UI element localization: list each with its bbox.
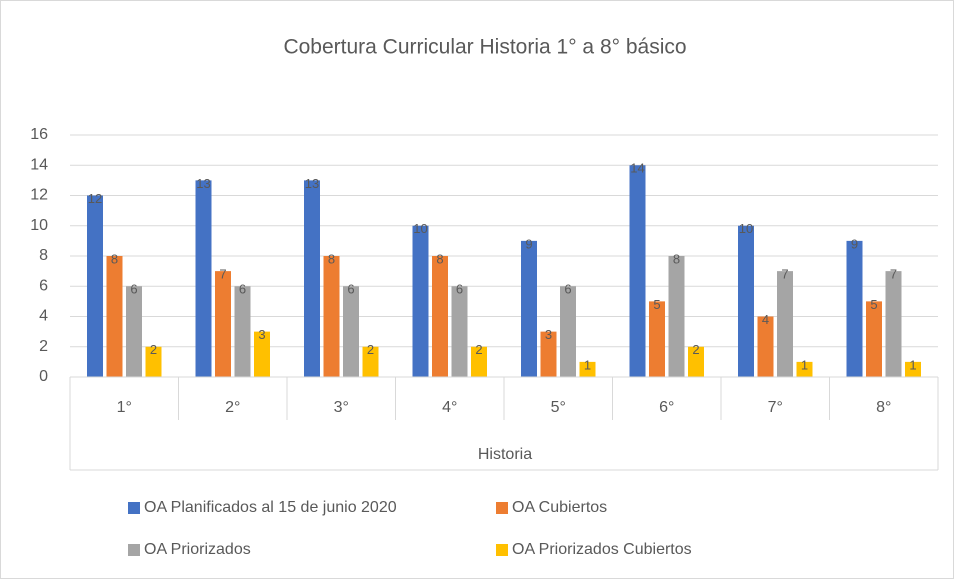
data-label: 13 (305, 176, 319, 191)
chart-title: Cobertura Curricular Historia 1° a 8° bá… (283, 36, 686, 59)
bar (412, 225, 429, 377)
data-label: 2 (367, 342, 374, 357)
data-label: 6 (456, 282, 463, 297)
bar (195, 180, 212, 377)
data-label: 7 (890, 267, 897, 282)
x-tick-label: 6° (659, 399, 674, 416)
bar (738, 225, 754, 377)
bar (106, 256, 123, 377)
x-tick-label: 1° (117, 399, 132, 416)
bar (87, 195, 103, 377)
legend-label: OA Planificados al 15 de junio 2020 (144, 499, 397, 516)
y-tick-label: 4 (39, 308, 48, 325)
bar (796, 361, 813, 377)
x-tick-label: 2° (225, 399, 240, 416)
x-tick-label: 4° (442, 399, 457, 416)
x-tick-label: 7° (768, 399, 783, 416)
data-label: 8 (436, 251, 443, 266)
bar (432, 256, 448, 377)
bar (304, 180, 320, 377)
bar (362, 346, 379, 377)
y-tick-label: 8 (39, 247, 48, 264)
data-label: 7 (219, 267, 226, 282)
bar (254, 331, 270, 377)
bar (629, 165, 646, 377)
bar (777, 271, 793, 377)
bar (145, 346, 162, 377)
data-label: 8 (111, 251, 118, 266)
legend-label: OA Cubiertos (512, 499, 607, 516)
data-label: 4 (762, 312, 769, 327)
y-tick-label: 12 (30, 187, 48, 204)
bar (540, 331, 557, 377)
data-label: 2 (150, 342, 157, 357)
bar (688, 346, 704, 377)
y-tick-label: 0 (39, 368, 48, 385)
bar (560, 286, 576, 377)
data-label: 8 (328, 251, 335, 266)
bar (866, 301, 882, 377)
data-label: 12 (88, 191, 102, 206)
bar (579, 361, 596, 377)
data-label: 2 (475, 342, 482, 357)
legend-label: OA Priorizados (144, 541, 251, 558)
data-label: 6 (347, 282, 354, 297)
x-tick-label: 5° (551, 399, 566, 416)
legend-swatch (496, 502, 508, 514)
y-tick-label: 2 (39, 338, 48, 355)
data-label: 3 (258, 327, 265, 342)
data-label: 6 (130, 282, 137, 297)
data-label: 6 (564, 282, 571, 297)
data-label: 1 (584, 357, 591, 372)
bar (668, 256, 685, 377)
data-label: 9 (525, 236, 532, 251)
bar (323, 256, 340, 377)
legend-swatch (496, 544, 508, 556)
data-label: 13 (196, 176, 210, 191)
data-label: 1 (801, 357, 808, 372)
bar (234, 286, 251, 377)
legend-swatch (128, 544, 140, 556)
data-label: 5 (653, 297, 660, 312)
bar (905, 361, 921, 377)
data-label: 14 (630, 161, 644, 176)
y-tick-label: 14 (30, 156, 48, 173)
bar (343, 286, 359, 377)
data-label: 9 (851, 236, 858, 251)
data-label: 3 (545, 327, 552, 342)
bar (757, 316, 774, 377)
bar (471, 346, 487, 377)
bar (451, 286, 468, 377)
bar (649, 301, 665, 377)
bar (215, 271, 231, 377)
data-label: 6 (239, 282, 246, 297)
bar (885, 271, 902, 377)
bar (126, 286, 142, 377)
data-label: 8 (673, 251, 680, 266)
y-tick-label: 10 (30, 217, 48, 234)
bar (521, 240, 537, 377)
data-label: 10 (413, 221, 427, 236)
legend-swatch (128, 502, 140, 514)
data-label: 10 (739, 221, 753, 236)
y-tick-label: 16 (30, 126, 48, 143)
x-axis-label: Historia (478, 446, 532, 463)
data-label: 5 (870, 297, 877, 312)
x-tick-label: 8° (876, 399, 891, 416)
x-tick-label: 3° (334, 399, 349, 416)
bar (846, 240, 863, 377)
data-label: 7 (781, 267, 788, 282)
data-label: 1 (909, 357, 916, 372)
data-label: 2 (692, 342, 699, 357)
legend-label: OA Priorizados Cubiertos (512, 541, 692, 558)
y-tick-label: 6 (39, 277, 48, 294)
